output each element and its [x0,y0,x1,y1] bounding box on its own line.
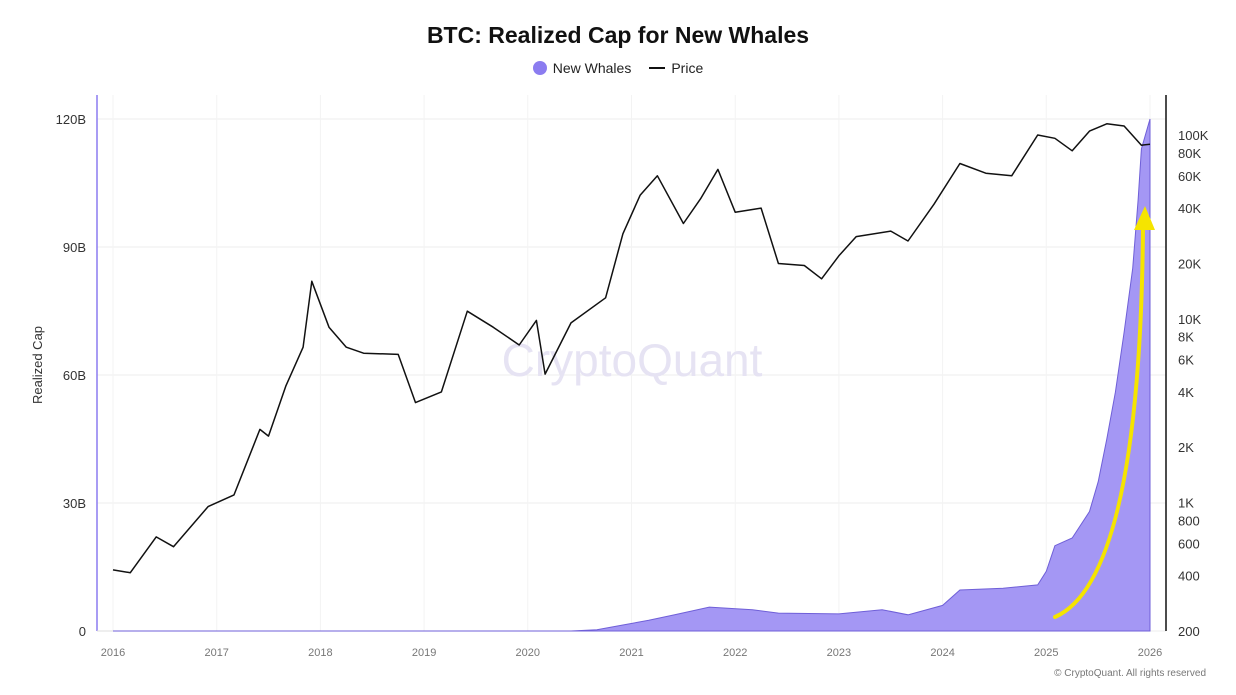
y-right-tick-label: 100K [1178,128,1209,143]
legend-label: New Whales [552,60,632,76]
chart-title: BTC: Realized Cap for New Whales [426,22,810,48]
y-right-tick-label: 60K [1178,169,1201,184]
x-tick-label: 2019 [412,647,436,659]
series-line-price [112,123,1151,574]
x-tick-label: 2020 [516,647,540,659]
y-right-tick-label: 200 [1178,624,1200,639]
y-left-tick-label: 60B [63,368,86,383]
y-right-tick-label: 80K [1178,146,1201,161]
legend: New Whales Price [0,60,1236,76]
x-tick-label: 2018 [308,647,332,659]
x-tick-label: 2016 [101,647,125,659]
x-tick-label: 2026 [1138,647,1162,659]
y-right-tick-label: 800 [1178,513,1200,528]
legend-swatch-new-whales [532,61,547,75]
y-right-tick-label: 400 [1178,569,1200,584]
legend-swatch-price [649,67,666,69]
legend-label: Price [671,60,704,76]
x-tick-label: 2022 [723,647,747,659]
y-right-tick-label: 6K [1178,353,1194,368]
copyright: © CryptoQuant. All rights reserved [1054,668,1206,679]
x-tick-label: 2023 [827,647,851,659]
y-left-tick-label: 0 [79,624,86,639]
y-right-tick-label: 8K [1178,330,1194,345]
y-right-tick-label: 1K [1178,496,1194,511]
y-right-tick-label: 40K [1178,201,1201,216]
y-right-tick-label: 4K [1178,385,1194,400]
annotation-arrow [1053,226,1145,619]
legend-item-new-whales[interactable]: New Whales [532,60,632,76]
y-left-tick-label: 120B [56,112,86,127]
series-area-new-whales [113,118,1151,632]
y-right-tick-label: 600 [1178,536,1200,551]
x-tick-label: 2021 [619,647,643,659]
y-left-tick-label: 90B [63,240,86,255]
y-right-tick-label: 10K [1178,312,1201,327]
watermark: CryptoQuant [502,334,763,386]
legend-item-price[interactable]: Price [649,60,703,76]
y-right-tick-label: 20K [1178,256,1201,271]
x-tick-label: 2025 [1034,647,1058,659]
y-axis-label: Realized Cap [30,326,45,404]
arrow-head-icon [1134,206,1155,230]
x-tick-label: 2024 [930,647,954,659]
y-left-tick-label: 30B [63,496,86,511]
y-right-tick-label: 2K [1178,440,1194,455]
x-tick-label: 2017 [204,647,228,659]
